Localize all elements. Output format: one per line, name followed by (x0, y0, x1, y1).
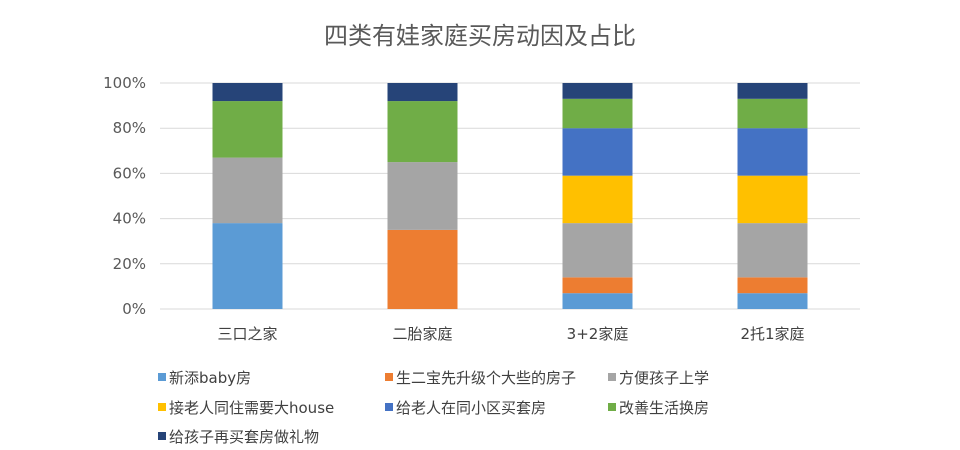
y-tick-label: 0% (122, 300, 146, 318)
bar-segment-2-4 (562, 128, 633, 176)
y-tick-label: 20% (113, 255, 146, 273)
legend-item: 生二宝先升级个大些的房子 (385, 369, 576, 387)
bar-segment-2-0 (562, 293, 633, 309)
legend-swatch (385, 373, 393, 381)
bar-segment-2-3 (562, 175, 633, 224)
bar-segment-2-1 (562, 277, 633, 294)
bar-segment-3-1 (737, 277, 808, 294)
bar-segment-2-6 (562, 83, 633, 99)
legend-item: 给老人在同小区买套房 (385, 399, 546, 417)
legend-label: 给老人在同小区买套房 (396, 399, 546, 417)
legend-label: 接老人同住需要大house (169, 399, 334, 417)
legend-label: 改善生活换房 (619, 399, 709, 417)
legend-swatch (158, 403, 166, 411)
x-category-label: 2托1家庭 (740, 325, 804, 343)
bar-segment-3-4 (737, 128, 808, 176)
legend-item: 改善生活换房 (608, 399, 709, 417)
legend-swatch (608, 403, 616, 411)
x-category-label: 二胎家庭 (392, 325, 452, 343)
y-axis-tick-labels: 0% 20% 40% 60% 80% 100% (103, 74, 146, 318)
bar-segment-2-5 (562, 98, 633, 129)
bar-segment-1-6 (387, 83, 458, 102)
legend-item: 给孩子再买套房做礼物 (158, 428, 319, 446)
bar-segment-1-1 (387, 229, 458, 309)
y-tick-label: 60% (113, 164, 146, 182)
bar-segment-3-5 (737, 98, 808, 129)
legend-item: 方便孩子上学 (608, 369, 709, 387)
x-category-label: 3+2家庭 (567, 325, 629, 343)
x-category-label: 三口之家 (217, 325, 277, 343)
bar-segment-3-0 (737, 293, 808, 309)
bar-segment-3-3 (737, 175, 808, 224)
legend-swatch (158, 432, 166, 440)
legend-label: 方便孩子上学 (619, 369, 709, 387)
legend-swatch (608, 373, 616, 381)
bar-segment-1-2 (387, 162, 458, 230)
y-tick-label: 40% (113, 210, 146, 228)
legend-label: 给孩子再买套房做礼物 (169, 428, 319, 446)
bar-segment-1-5 (387, 101, 458, 163)
legend-label: 生二宝先升级个大些的房子 (396, 369, 576, 387)
bar-segment-0-6 (212, 83, 283, 102)
legend-item: 新添baby房 (158, 369, 251, 387)
chart-title: 四类有娃家庭买房动因及占比 (324, 22, 636, 50)
bar-segment-0-5 (212, 101, 283, 158)
bar-segment-0-0 (212, 223, 283, 309)
y-tick-label: 80% (113, 119, 146, 137)
bar-segment-0-2 (212, 157, 283, 224)
legend-swatch (158, 373, 166, 381)
legend-swatch (385, 403, 393, 411)
bar-segment-3-2 (737, 223, 808, 278)
legend-item: 接老人同住需要大house (158, 399, 334, 417)
x-axis-category-labels: 三口之家 二胎家庭 3+2家庭 2托1家庭 (217, 325, 804, 343)
bar-segment-3-6 (737, 83, 808, 99)
y-tick-label: 100% (103, 74, 146, 92)
legend-label: 新添baby房 (169, 369, 251, 387)
bars (212, 83, 808, 309)
bar-segment-2-2 (562, 223, 633, 278)
